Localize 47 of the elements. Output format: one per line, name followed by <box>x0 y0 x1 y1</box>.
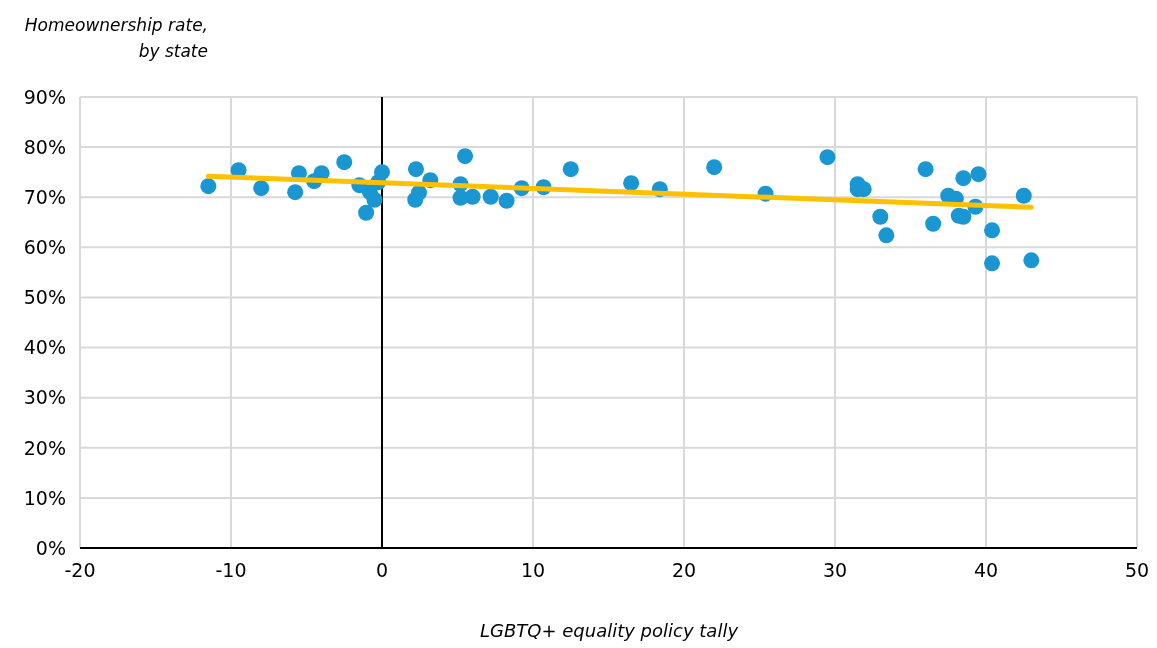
x-tick-label: 0 <box>375 559 389 582</box>
y-tick-label: 0% <box>35 536 66 559</box>
y-axis-title: Homeownership rate, by state <box>23 14 208 63</box>
point <box>407 161 424 178</box>
point <box>872 208 889 225</box>
point <box>1015 187 1032 204</box>
x-tick-label: 40 <box>973 559 999 582</box>
point <box>955 170 972 187</box>
y-tick-label: 50% <box>23 286 66 309</box>
y-tick-label: 90% <box>23 85 66 108</box>
x-tick-label: 30 <box>822 559 848 582</box>
point <box>970 166 987 183</box>
point <box>917 161 934 178</box>
point <box>878 227 895 244</box>
point <box>984 255 1001 272</box>
y-tick-label: 20% <box>23 436 66 459</box>
x-tick-label: 20 <box>671 559 697 582</box>
x-axis-title: LGBTQ+ equality policy tally <box>478 620 740 641</box>
point <box>253 180 270 197</box>
point <box>819 149 836 166</box>
point <box>411 184 427 201</box>
point <box>366 191 383 208</box>
x-tick-label: -20 <box>64 559 96 582</box>
point <box>358 204 375 221</box>
y-tick-label: 40% <box>23 336 66 359</box>
point <box>287 184 304 201</box>
point <box>562 161 579 178</box>
point <box>374 164 390 181</box>
point <box>1023 252 1040 269</box>
x-tick-label: 10 <box>520 559 546 582</box>
point <box>706 159 723 176</box>
x-tick-label: -10 <box>215 559 247 582</box>
point <box>336 154 353 171</box>
point <box>623 175 640 192</box>
point <box>498 192 515 209</box>
point <box>200 178 217 195</box>
y-tick-label: 30% <box>23 386 66 409</box>
y-tick-label: 10% <box>23 486 66 509</box>
y-tick-label: 60% <box>23 236 66 259</box>
y-tick-label: 70% <box>23 185 66 208</box>
point <box>925 215 942 232</box>
y-tick-label: 80% <box>23 135 66 158</box>
x-tick-label: 50 <box>1124 559 1150 582</box>
point <box>984 222 1001 239</box>
point <box>482 188 499 205</box>
point <box>464 188 481 205</box>
point <box>457 148 474 165</box>
